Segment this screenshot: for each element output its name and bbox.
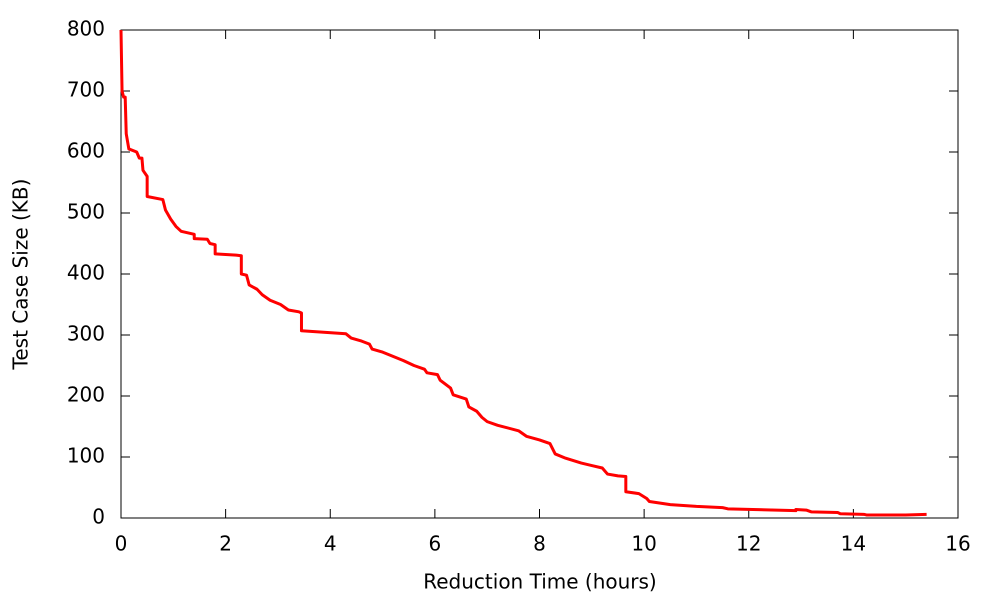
x-tick-label: 10 [631, 532, 656, 556]
x-axis-label: Reduction Time (hours) [423, 570, 656, 594]
y-tick-label: 0 [92, 505, 105, 529]
y-tick-label: 500 [67, 200, 105, 224]
x-tick-label: 6 [429, 532, 442, 556]
y-axis-label: Test Case Size (KB) [9, 179, 33, 371]
x-tick-label: 16 [945, 532, 970, 556]
y-tick-label: 800 [67, 17, 105, 41]
x-tick-label: 12 [736, 532, 761, 556]
y-tick-label: 600 [67, 139, 105, 163]
y-tick-label: 700 [67, 78, 105, 102]
x-tick-label: 14 [841, 532, 866, 556]
x-tick-label: 8 [533, 532, 546, 556]
x-tick-label: 0 [115, 532, 128, 556]
y-tick-label: 400 [67, 261, 105, 285]
y-tick-label: 200 [67, 383, 105, 407]
y-tick-label: 100 [67, 444, 105, 468]
x-tick-label: 2 [219, 532, 232, 556]
y-tick-label: 300 [67, 322, 105, 346]
x-tick-label: 4 [324, 532, 337, 556]
data-line [119, 29, 927, 517]
